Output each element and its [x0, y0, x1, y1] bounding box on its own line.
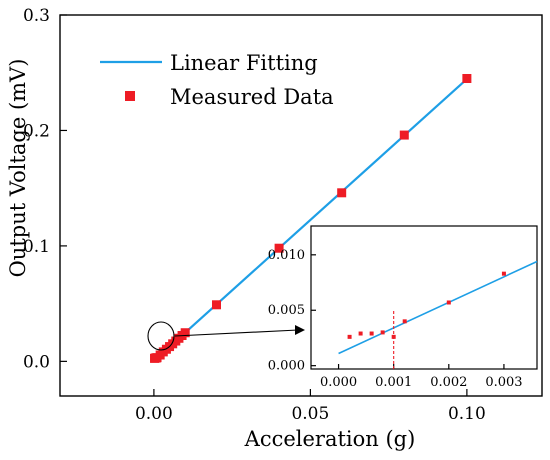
inset-plot: 0.000 0.001 0.002 0.003 0.000 0.005 0.010	[268, 225, 538, 390]
inset-plot-frame	[310, 225, 538, 370]
main-x-tick-label: 0.10	[448, 404, 486, 424]
inset-x-tick-label: 0.002	[430, 375, 467, 390]
main-data-point	[462, 74, 472, 83]
inset-data-point	[358, 331, 363, 336]
inset-x-tick-label: 0.003	[485, 375, 522, 390]
main-plot: 0.00 0.05 0.10 0.0 0.1 0.2 0.3 Acceleration (g…	[6, 6, 543, 451]
zoom-pointer-arrowhead	[295, 325, 305, 335]
inset-data-point	[347, 334, 352, 339]
main-data-point	[211, 300, 221, 310]
main-line-series	[153, 78, 468, 362]
main-x-tick-label: 0.00	[135, 404, 173, 424]
inset-x-tick-label: 0.000	[320, 375, 357, 390]
main-y-tick-label: 0.0	[23, 352, 50, 372]
main-scatter-series	[150, 74, 472, 363]
inset-data-point	[380, 330, 385, 335]
inset-scatter-series	[347, 271, 506, 339]
inset-y-tick-label: 0.000	[268, 359, 305, 374]
main-y-tick-label: 0.2	[23, 121, 50, 141]
main-plot-frame	[59, 14, 543, 397]
main-data-point	[180, 328, 190, 338]
inset-data-point	[391, 334, 396, 339]
y-axis-title: Output Voltage (mV)	[6, 59, 30, 278]
legend-label-linear-fitting: Linear Fitting	[170, 51, 318, 75]
legend-label-measured-data: Measured Data	[170, 85, 334, 109]
inset-line-series	[338, 260, 538, 369]
main-data-point	[399, 130, 409, 140]
zoom-pointer-arrow-line	[174, 329, 299, 337]
inset-data-point	[369, 331, 374, 336]
main-fit-line	[153, 78, 468, 362]
main-y-tick-label: 0.1	[23, 237, 50, 257]
main-x-tick-label: 0.05	[291, 404, 329, 424]
inset-fit-line	[338, 260, 538, 355]
main-data-point	[274, 243, 284, 253]
zoom-region-circle	[147, 321, 175, 351]
main-y-tick-label: 0.3	[23, 6, 50, 26]
inset-x-tick-label: 0.001	[375, 375, 412, 390]
main-data-point	[337, 188, 347, 198]
legend-square-swatch	[125, 91, 135, 101]
inset-y-tick-label: 0.005	[268, 303, 305, 318]
legend: Linear Fitting Measured Data	[100, 51, 334, 109]
inset-axis-ticks: 0.000 0.001 0.002 0.003 0.000 0.005 0.010	[268, 248, 523, 390]
inset-data-point	[501, 271, 506, 276]
main-axis-ticks: 0.00 0.05 0.10 0.0 0.1 0.2 0.3	[23, 6, 486, 424]
inset-data-point	[402, 319, 407, 324]
inset-data-point	[446, 300, 451, 305]
inset-y-tick-label: 0.010	[268, 248, 305, 263]
x-axis-title: Acceleration (g)	[244, 427, 416, 451]
